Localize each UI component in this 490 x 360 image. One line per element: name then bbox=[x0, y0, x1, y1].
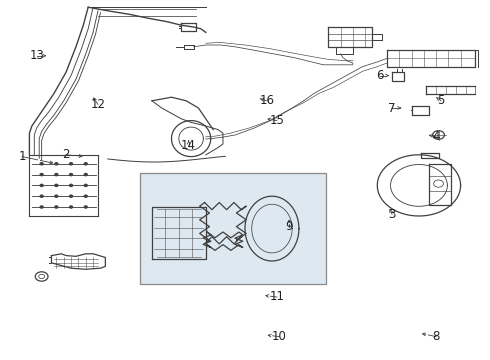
Circle shape bbox=[70, 195, 73, 197]
Text: 2: 2 bbox=[62, 148, 70, 161]
Circle shape bbox=[40, 184, 43, 186]
Text: 5: 5 bbox=[437, 94, 445, 107]
Circle shape bbox=[40, 163, 43, 165]
Circle shape bbox=[55, 206, 58, 208]
Text: 13: 13 bbox=[29, 49, 44, 62]
Text: 9: 9 bbox=[285, 220, 293, 233]
Text: 1: 1 bbox=[18, 150, 26, 163]
Circle shape bbox=[84, 206, 87, 208]
Text: 8: 8 bbox=[432, 330, 440, 343]
Circle shape bbox=[70, 184, 73, 186]
Text: 10: 10 bbox=[272, 330, 287, 343]
Text: 15: 15 bbox=[270, 114, 284, 127]
Text: 4: 4 bbox=[432, 130, 440, 143]
Text: 7: 7 bbox=[388, 102, 396, 114]
Text: 16: 16 bbox=[260, 94, 274, 107]
Circle shape bbox=[70, 206, 73, 208]
Circle shape bbox=[55, 163, 58, 165]
Circle shape bbox=[84, 195, 87, 197]
Circle shape bbox=[55, 184, 58, 186]
Circle shape bbox=[84, 163, 87, 165]
Circle shape bbox=[55, 174, 58, 176]
Text: 11: 11 bbox=[270, 291, 284, 303]
Circle shape bbox=[55, 195, 58, 197]
Circle shape bbox=[84, 184, 87, 186]
Circle shape bbox=[40, 195, 43, 197]
Circle shape bbox=[70, 163, 73, 165]
Bar bbox=[140, 173, 326, 284]
Text: 6: 6 bbox=[376, 69, 384, 82]
Circle shape bbox=[40, 174, 43, 176]
Text: 3: 3 bbox=[388, 208, 396, 221]
Circle shape bbox=[40, 206, 43, 208]
Text: 12: 12 bbox=[91, 98, 105, 111]
Circle shape bbox=[70, 174, 73, 176]
Circle shape bbox=[84, 174, 87, 176]
Text: 14: 14 bbox=[181, 139, 196, 152]
